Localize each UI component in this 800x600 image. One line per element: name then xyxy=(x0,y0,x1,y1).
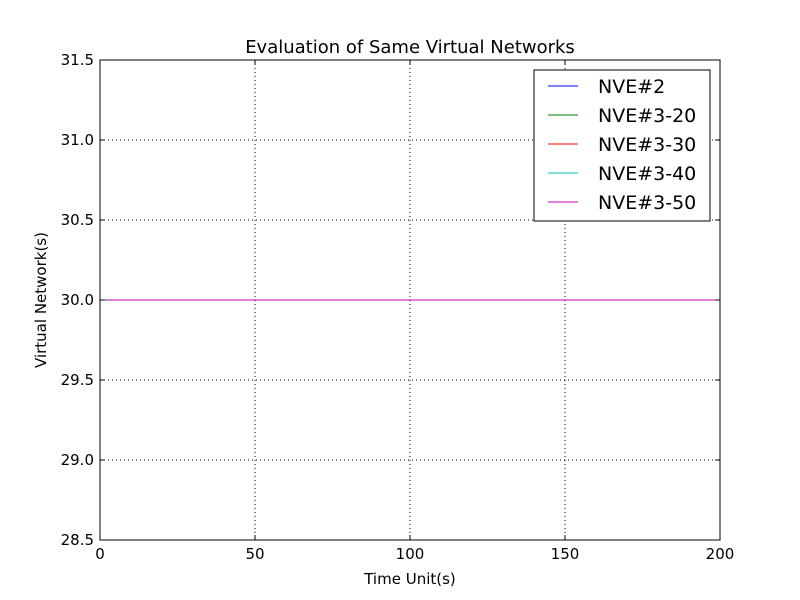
y-tick-label: 29.0 xyxy=(61,451,94,469)
legend-label: NVE#3-30 xyxy=(598,134,696,156)
y-tick-label: 28.5 xyxy=(61,531,94,549)
legend-items: NVE#2 NVE#3-20 NVE#3-30 NVE#3-40 NVE#3-50 xyxy=(548,76,696,214)
x-tick-label: 50 xyxy=(245,545,264,563)
x-tick-label: 150 xyxy=(551,545,580,563)
x-tick-label: 0 xyxy=(95,545,105,563)
x-axis-label: Time Unit(s) xyxy=(363,570,456,588)
axis-ticks xyxy=(99,59,721,541)
x-tick-label: 200 xyxy=(706,545,735,563)
x-tick-label: 100 xyxy=(396,545,425,563)
y-tick-label: 31.5 xyxy=(61,51,94,69)
y-tick-label: 31.0 xyxy=(61,131,94,149)
y-axis-label: Virtual Network(s) xyxy=(32,232,50,368)
chart-title: Evaluation of Same Virtual Networks xyxy=(245,37,575,58)
y-tick-label: 30.0 xyxy=(61,291,94,309)
y-tick-label: 30.5 xyxy=(61,211,94,229)
y-tick-label: 29.5 xyxy=(61,371,94,389)
tick-labels: 0 50 100 150 200 28.5 29.0 29.5 30.0 30.5 31.0 31.5 xyxy=(61,51,735,563)
legend-box xyxy=(533,69,711,222)
legend: NVE#2 NVE#3-20 NVE#3-30 NVE#3-40 NVE#3-50 xyxy=(533,69,711,222)
legend-label: NVE#3-40 xyxy=(598,163,696,185)
legend-label: NVE#2 xyxy=(598,76,665,98)
legend-label: NVE#3-50 xyxy=(598,192,696,214)
legend-label: NVE#3-20 xyxy=(598,105,696,127)
